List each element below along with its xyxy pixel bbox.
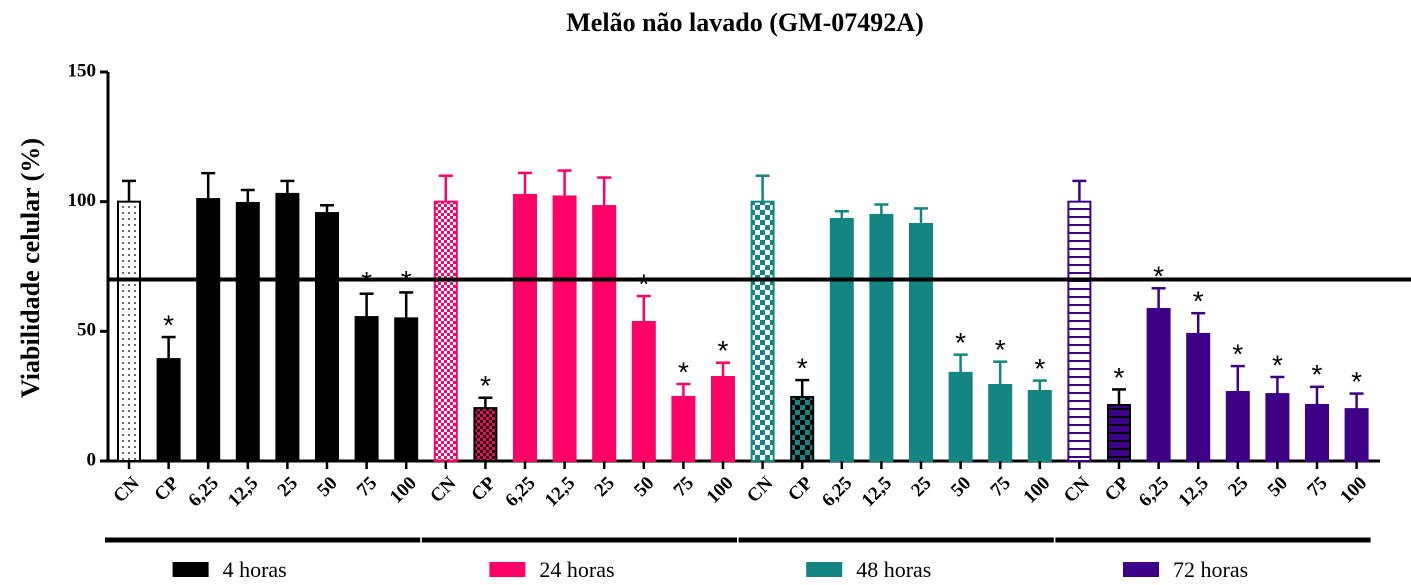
- bar: [1305, 403, 1329, 463]
- x-tick-label: 12,5: [858, 473, 896, 511]
- legend-swatch: [489, 562, 526, 577]
- bar: [235, 201, 260, 462]
- legend-swatch: [172, 562, 209, 577]
- x-tick-label: 6,25: [184, 473, 222, 511]
- x-tick-label: 100: [1019, 473, 1054, 508]
- x-tick-label: 50: [1264, 473, 1292, 501]
- bar: [433, 200, 458, 463]
- significance: *: [955, 327, 966, 358]
- x-tick-label: 6,25: [1135, 473, 1173, 511]
- bar: [1225, 391, 1250, 462]
- x-tick-label: 6,25: [501, 473, 539, 511]
- x-tick-label: CP: [784, 472, 817, 505]
- significance: *: [1114, 362, 1125, 393]
- x-tick-label: 6,25: [818, 473, 856, 511]
- significance: *: [797, 352, 808, 383]
- bar: [354, 316, 379, 462]
- chart-title: Melão não lavado (GM-07492A): [566, 8, 923, 37]
- x-tick-label: CN: [1060, 473, 1094, 507]
- x-tick-label: 12,5: [1174, 473, 1212, 511]
- x-tick-label: 100: [386, 473, 421, 508]
- bar: [196, 198, 221, 462]
- bar: [1344, 408, 1369, 462]
- significance: *: [1153, 261, 1164, 292]
- y-tick-label: 150: [68, 60, 97, 81]
- bar: [869, 213, 894, 462]
- x-tick-label: 75: [670, 473, 698, 501]
- bar: [711, 375, 735, 463]
- legend-swatch: [806, 562, 843, 577]
- bar: [592, 205, 617, 462]
- x-tick-label: 75: [987, 473, 1015, 501]
- bar: [1107, 403, 1131, 463]
- legend-label: 72 horas: [1173, 557, 1248, 582]
- significance: *: [995, 334, 1006, 365]
- legend-label: 4 horas: [223, 557, 287, 582]
- x-tick-label: 25: [907, 473, 935, 501]
- bar: [631, 320, 656, 463]
- x-tick-label: CN: [743, 473, 777, 507]
- bar: [1265, 393, 1290, 463]
- x-tick-label: 100: [1336, 473, 1371, 508]
- legend-swatch: [1123, 562, 1159, 577]
- bar: [315, 212, 339, 462]
- significance: *: [1272, 349, 1283, 380]
- significance: *: [638, 268, 649, 299]
- bar: [948, 371, 973, 462]
- bar: [275, 192, 300, 463]
- bar: [988, 384, 1013, 462]
- significance: *: [1034, 353, 1045, 384]
- y-axis-label: Viabilidade celular (%): [16, 138, 45, 398]
- bar: [829, 218, 854, 462]
- bar: [909, 222, 933, 462]
- bar: [1067, 200, 1092, 463]
- x-tick-label: 25: [274, 473, 302, 501]
- x-tick-label: 12,5: [224, 473, 262, 511]
- significance: *: [1232, 338, 1243, 369]
- x-tick-label: 75: [1303, 473, 1331, 501]
- x-tick-label: CP: [150, 472, 183, 505]
- significance: *: [1193, 286, 1204, 317]
- x-tick-label: 50: [947, 473, 975, 501]
- bar: [394, 317, 419, 462]
- x-tick-label: CP: [1101, 472, 1134, 505]
- y-tick-label: 50: [77, 320, 96, 341]
- x-tick-label: 25: [1224, 473, 1252, 501]
- bar: [671, 395, 696, 463]
- bar: [1186, 332, 1211, 462]
- significance: *: [1312, 359, 1323, 390]
- legend-label: 24 horas: [539, 557, 614, 582]
- x-tick-label: 25: [591, 473, 619, 501]
- x-tick-label: 50: [630, 473, 658, 501]
- bar: [750, 200, 775, 463]
- bar: [156, 358, 181, 462]
- bar: [513, 193, 537, 462]
- significance: *: [361, 266, 372, 297]
- x-tick-label: CN: [426, 473, 460, 507]
- legend-label: 48 horas: [856, 557, 931, 582]
- significance: *: [678, 356, 689, 387]
- bar: [117, 200, 141, 463]
- bar: [473, 407, 498, 463]
- y-tick-label: 0: [87, 449, 97, 470]
- significance: *: [163, 309, 174, 340]
- bar: [1146, 308, 1171, 462]
- x-tick-label: 12,5: [541, 473, 579, 511]
- x-tick-label: 100: [703, 473, 738, 508]
- x-tick-label: CP: [467, 472, 500, 505]
- bar: [790, 395, 815, 463]
- x-tick-label: 75: [353, 473, 381, 501]
- significance: *: [718, 335, 729, 366]
- significance: *: [480, 370, 491, 401]
- bar: [1027, 389, 1052, 463]
- x-tick-label: 50: [313, 473, 341, 501]
- x-tick-label: CN: [109, 473, 143, 507]
- bar: [552, 195, 577, 462]
- y-tick-label: 100: [68, 190, 97, 211]
- significance: *: [1351, 366, 1362, 397]
